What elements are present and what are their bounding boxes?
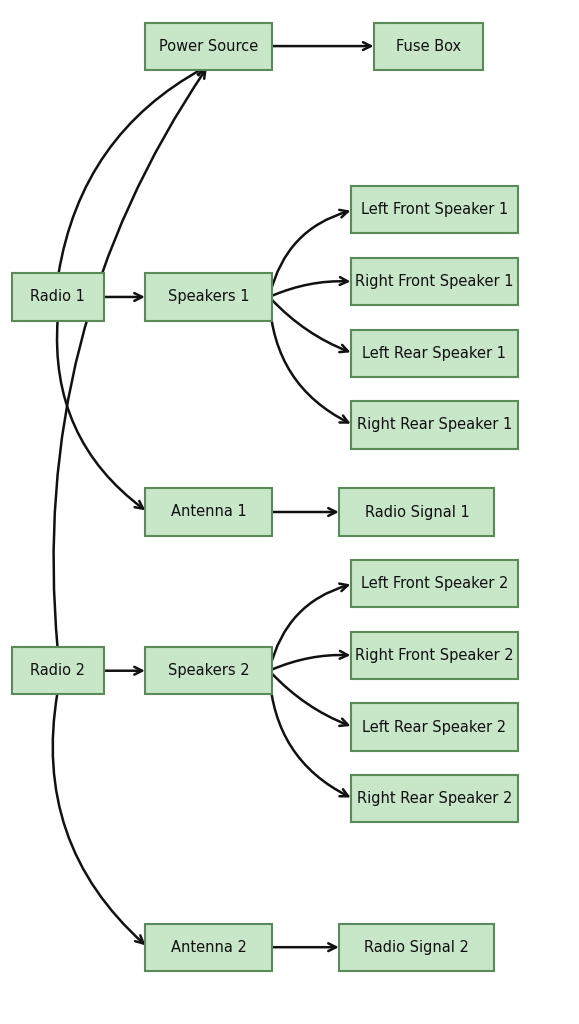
Text: Radio Signal 1: Radio Signal 1	[365, 505, 469, 519]
Text: Speakers 2: Speakers 2	[168, 664, 249, 678]
FancyBboxPatch shape	[12, 647, 104, 694]
Text: Antenna 2: Antenna 2	[170, 940, 247, 954]
Text: Right Front Speaker 1: Right Front Speaker 1	[355, 274, 514, 289]
Text: Left Front Speaker 1: Left Front Speaker 1	[361, 203, 508, 217]
Text: Power Source: Power Source	[159, 39, 258, 53]
Text: Right Front Speaker 2: Right Front Speaker 2	[355, 648, 514, 663]
FancyBboxPatch shape	[351, 775, 518, 822]
FancyBboxPatch shape	[12, 273, 104, 321]
Text: Fuse Box: Fuse Box	[396, 39, 461, 53]
Text: Speakers 1: Speakers 1	[168, 290, 249, 304]
FancyBboxPatch shape	[374, 23, 483, 70]
Text: Radio Signal 2: Radio Signal 2	[364, 940, 470, 954]
Text: Left Front Speaker 2: Left Front Speaker 2	[361, 577, 508, 591]
Text: Right Rear Speaker 2: Right Rear Speaker 2	[357, 792, 512, 806]
FancyBboxPatch shape	[351, 330, 518, 377]
FancyBboxPatch shape	[145, 488, 272, 536]
FancyBboxPatch shape	[339, 488, 494, 536]
FancyBboxPatch shape	[145, 23, 272, 70]
Text: Antenna 1: Antenna 1	[171, 505, 246, 519]
FancyBboxPatch shape	[351, 703, 518, 751]
Text: Left Rear Speaker 1: Left Rear Speaker 1	[362, 346, 506, 360]
Text: Right Rear Speaker 1: Right Rear Speaker 1	[357, 418, 512, 432]
FancyBboxPatch shape	[351, 401, 518, 449]
FancyBboxPatch shape	[351, 560, 518, 607]
FancyBboxPatch shape	[351, 186, 518, 233]
Text: Radio 1: Radio 1	[31, 290, 85, 304]
FancyBboxPatch shape	[339, 924, 494, 971]
FancyBboxPatch shape	[351, 258, 518, 305]
FancyBboxPatch shape	[145, 273, 272, 321]
Text: Left Rear Speaker 2: Left Rear Speaker 2	[362, 720, 506, 734]
FancyBboxPatch shape	[145, 647, 272, 694]
FancyBboxPatch shape	[145, 924, 272, 971]
Text: Radio 2: Radio 2	[31, 664, 85, 678]
FancyBboxPatch shape	[351, 632, 518, 679]
